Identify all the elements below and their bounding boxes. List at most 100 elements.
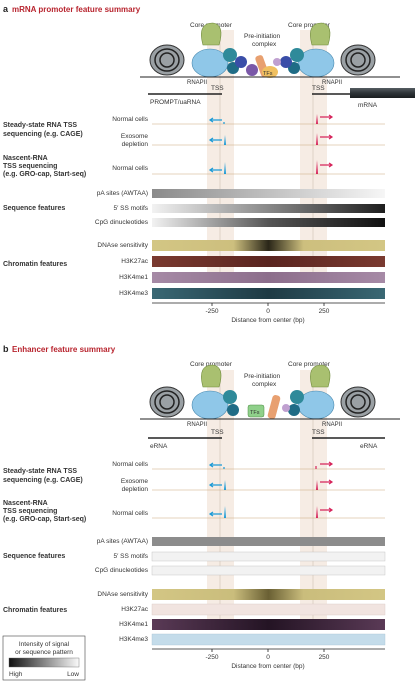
cpg-label-b: CpG dinucleotides [95, 567, 149, 574]
h3k4me1-label: H3K4me1 [119, 274, 148, 281]
pic-label-line2: complex [252, 41, 277, 48]
chromatin-features-label: Chromatin features [3, 261, 67, 268]
tick-a-250: 250 [319, 308, 330, 315]
normal-cells-1: Normal cells [112, 116, 149, 123]
h3k27ac-label: H3K27ac [121, 258, 148, 265]
dnase-label: DNAse sensitivity [97, 242, 148, 249]
h3k27ac-track [152, 256, 385, 267]
panel-b-letter: b [3, 344, 9, 354]
normal-cells-2-b: Normal cells [112, 510, 149, 517]
exosome-line2: depletion [122, 141, 149, 148]
tick-b-m250: -250 [205, 654, 218, 661]
tss-signal-normal-b [208, 461, 334, 469]
transcription-factors-icon [246, 55, 281, 78]
h3k4me3-label-b: H3K4me3 [119, 636, 148, 643]
legend-title-line1: Intensity of signal [19, 641, 70, 648]
pa-sites-label-b: pA sites (AWTAA) [97, 538, 148, 545]
tss-left-label: TSS [211, 85, 224, 92]
h3k27ac-track-b [151, 603, 386, 616]
exosome-line1: Exosome [121, 133, 148, 140]
ss-motifs-label: 5′ SS motifs [114, 205, 149, 212]
h3k4me1-track [152, 272, 385, 283]
h3k4me3-track [152, 288, 385, 299]
tick-b-250: 250 [319, 654, 330, 661]
normal-cells-1-b: Normal cells [112, 461, 149, 468]
pic-right-icon-b [288, 364, 335, 420]
axis-b-label: Distance from center (bp) [231, 663, 304, 670]
sequence-features-label-b: Sequence features [3, 553, 65, 560]
panel-b: b Enhancer feature summary Core promoter… [3, 344, 400, 670]
h3k4me3-track-b [151, 633, 386, 646]
sequence-features-label: Sequence features [3, 205, 65, 212]
transcription-factors-icon-b [247, 395, 290, 419]
tss-right-label: TSS [312, 85, 325, 92]
legend-gradient [8, 657, 80, 668]
rnapii-right-label: RNAPII [322, 80, 342, 86]
tss-left-label-b: TSS [211, 429, 224, 436]
nascent-line1-b: Nascent-RNA [3, 500, 48, 507]
nucleosome-right-icon-b [340, 386, 376, 418]
pic-label-line2-b: complex [252, 381, 277, 388]
pic-label-line1-b: Pre-initiation [244, 373, 281, 380]
ss-label-line1-b: Steady-state RNA TSS [3, 468, 77, 475]
erna-right-label: eRNA [360, 443, 378, 450]
pic-label-line1: Pre-initiation [244, 33, 281, 40]
tss-right-label-b: TSS [312, 429, 325, 436]
panel-a-letter: a [3, 4, 9, 14]
core-promoter-right-label: Core promoter [288, 22, 331, 29]
tss-signal-exosome-b [208, 479, 334, 490]
rnapii-left-label: RNAPII [187, 80, 207, 86]
normal-cells-2: Normal cells [112, 165, 149, 172]
nascent-line3: (e.g. GRO-cap, Start-seq) [3, 171, 86, 178]
cpg-track-b [151, 565, 386, 576]
pic-left-icon-b [191, 364, 239, 420]
cpg-label: CpG dinucleotides [95, 219, 149, 226]
panel-b-title: Enhancer feature summary [12, 345, 116, 354]
nucleosome-left-icon-b [149, 386, 185, 418]
erna-left-label: eRNA [150, 443, 168, 450]
tick-a-0: 0 [266, 308, 270, 315]
nascent-line2-b: TSS sequencing [3, 508, 57, 515]
pa-sites-label: pA sites (AWTAA) [97, 190, 148, 197]
cpg-track [152, 218, 385, 227]
panel-a-title: mRNA promoter feature summary [12, 5, 141, 14]
h3k4me1-label-b: H3K4me1 [119, 621, 148, 628]
ss-label-line1: Steady-state RNA TSS [3, 122, 77, 129]
ss-label-line2: sequencing (e.g. CAGE) [3, 131, 83, 138]
h3k27ac-label-b: H3K27ac [121, 606, 148, 613]
intensity-legend: Intensity of signal or sequence pattern … [2, 635, 86, 681]
nucleosome-right-icon [340, 44, 376, 76]
h3k4me3-label: H3K4me3 [119, 290, 148, 297]
mrna-transcript [350, 88, 415, 98]
rnapii-left-label-b: RNAPII [187, 422, 207, 428]
tick-a-m250: -250 [205, 308, 218, 315]
prompt-label: PROMPT/uaRNA [150, 99, 201, 106]
pa-sites-track [152, 189, 385, 198]
exosome-line2-b: depletion [122, 486, 149, 493]
h3k4me1-track-b [152, 619, 385, 630]
exosome-line1-b: Exosome [121, 478, 148, 485]
nascent-line3-b: (e.g. GRO-cap, Start-seq) [3, 516, 86, 523]
pic-right-icon [280, 22, 335, 78]
core-promoter-left-label-b: Core promoter [190, 361, 233, 368]
tfs-label: TFs [263, 71, 273, 77]
mrna-label: mRNA [358, 102, 378, 109]
tfs-label-b: TFs [250, 410, 260, 416]
legend-high: High [9, 671, 23, 678]
chromatin-features-label-b: Chromatin features [3, 607, 67, 614]
panel-a: a mRNA promoter feature summary Core pro… [3, 4, 415, 324]
tss-signal-nascent-a [208, 160, 334, 174]
nascent-line1: Nascent-RNA [3, 155, 48, 162]
axis-a-label: Distance from center (bp) [231, 317, 304, 324]
tss-signal-exosome-a [208, 133, 334, 145]
dnase-track [152, 240, 385, 251]
ss-motifs-track-b [151, 551, 386, 562]
legend-title-line2: or sequence pattern [15, 649, 73, 656]
tick-b-0: 0 [266, 654, 270, 661]
pic-left-icon [191, 22, 247, 78]
dnase-track-b [152, 589, 385, 600]
pa-sites-track-b [152, 537, 385, 546]
nascent-line2: TSS sequencing [3, 163, 57, 170]
legend-low: Low [67, 671, 79, 678]
